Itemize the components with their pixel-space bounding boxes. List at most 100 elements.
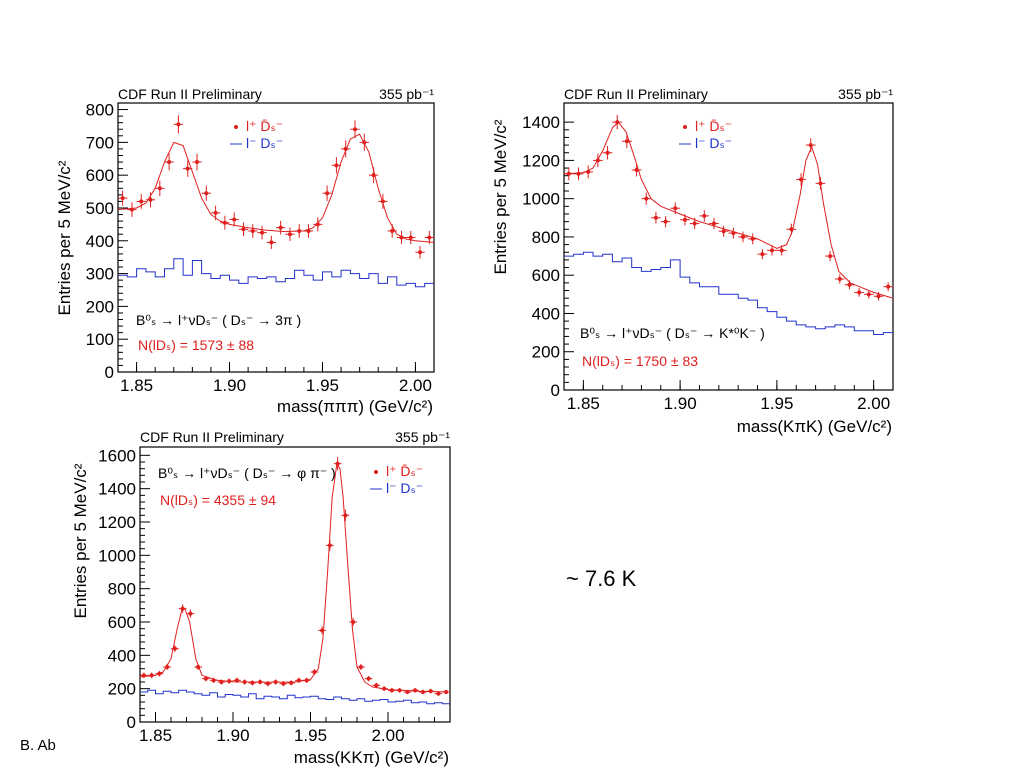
x-axis-label: mass(KKπ) (GeV/c²) (294, 748, 449, 767)
x-tick-label: 1.90 (664, 394, 697, 413)
point-marker (711, 221, 716, 226)
point-marker (847, 282, 852, 287)
point-marker (866, 292, 871, 297)
point-marker (702, 213, 707, 218)
point-marker (185, 166, 190, 171)
y-axis-label: Entries per 5 MeV/c² (491, 119, 510, 274)
legend-entry-background: l⁻ Dₛ⁻ (246, 135, 283, 151)
data-point (378, 193, 388, 209)
point-marker (157, 186, 162, 191)
point-marker (857, 290, 862, 295)
y-tick-label: 1200 (522, 151, 560, 170)
y-tick-label: 1200 (98, 513, 136, 532)
data-point (229, 212, 239, 227)
data-point (171, 645, 179, 653)
data-point (349, 617, 357, 627)
y-tick-label: 0 (127, 713, 136, 732)
y-tick-label: 400 (86, 232, 114, 251)
y-tick-label: 1400 (522, 113, 560, 132)
data-point (863, 290, 874, 299)
point-marker (808, 143, 813, 148)
data-point (303, 224, 314, 238)
signal-yield-label: N(lDₛ) = 4355 ± 94 (160, 492, 276, 508)
x-tick-label: 1.85 (139, 726, 172, 745)
data-point (406, 230, 416, 245)
point-marker (420, 690, 425, 694)
point-marker (615, 120, 620, 125)
point-marker (682, 217, 687, 222)
y-tick-label: 400 (108, 646, 136, 665)
decay-channel-label: B⁰ₛ → l⁺νDₛ⁻ ( Dₛ⁻ → φ π⁻ ) (158, 465, 336, 481)
point-marker (413, 688, 418, 693)
y-axis-label: Entries per 5 MeV/c² (71, 463, 90, 618)
point-marker (203, 676, 208, 681)
point-marker (605, 150, 610, 155)
header-right: 355 pb⁻¹ (379, 86, 434, 102)
background-histogram (118, 258, 434, 288)
fit-curve (117, 133, 435, 243)
y-tick-label: 200 (108, 680, 136, 699)
chart-panel-1: CDF Run II Preliminary 355 pb⁻¹ Entries pe… (55, 86, 435, 416)
x-tick-label: 1.85 (567, 394, 600, 413)
point-marker (241, 227, 246, 232)
data-point (318, 626, 326, 635)
y-tick-label: 700 (86, 133, 114, 152)
data-point (287, 680, 295, 686)
data-point (651, 212, 661, 224)
total-yield-summary: ~ 7.6 K (566, 566, 637, 591)
point-marker (389, 688, 394, 693)
data-point (709, 217, 719, 230)
chart-panel-2: CDF Run II Preliminary 355 pb⁻¹ Entries pe… (491, 86, 894, 436)
point-marker (770, 248, 775, 253)
point-marker (663, 219, 668, 224)
data-point (834, 274, 845, 284)
data-point (341, 509, 350, 522)
x-tick-label: 2.00 (399, 376, 432, 395)
data-point (118, 190, 128, 206)
background-histogram (564, 251, 893, 335)
point-marker (779, 248, 784, 253)
x-tick-label: 1.95 (760, 394, 793, 413)
x-tick-label: 2.00 (371, 726, 404, 745)
data-point (173, 115, 184, 134)
point-marker (876, 294, 881, 299)
legend-marker-dot (683, 125, 687, 129)
point-marker (325, 191, 330, 196)
data-point (738, 231, 748, 243)
point-marker (358, 665, 363, 669)
x-tick-label: 1.85 (120, 376, 153, 395)
data-point (757, 249, 768, 260)
x-tick-label: 2.00 (857, 394, 890, 413)
y-tick-label: 800 (532, 228, 560, 247)
data-point (201, 185, 211, 201)
x-tick-label: 1.90 (216, 726, 249, 745)
data-point (718, 225, 729, 237)
y-tick-label: 600 (532, 266, 560, 285)
data-point (825, 251, 835, 262)
point-marker (278, 225, 283, 230)
legend-entry-background: l⁻ Dₛ⁻ (386, 480, 423, 496)
point-marker (250, 228, 255, 233)
legend-entry-signal: l⁺ D̄ₛ⁻ (695, 118, 732, 134)
data-point (164, 153, 174, 171)
legend-marker-dot (234, 125, 238, 129)
data-point (622, 134, 632, 149)
point-marker (741, 234, 746, 239)
x-axis-label: mass(πππ) (GeV/c²) (277, 397, 433, 416)
data-point (266, 235, 276, 249)
point-marker (418, 250, 423, 255)
point-marker (644, 196, 649, 201)
data-point (155, 180, 165, 197)
point-marker (250, 680, 255, 685)
point-marker (390, 228, 395, 233)
point-marker (232, 217, 237, 222)
y-tick-label: 1000 (98, 546, 136, 565)
data-point (396, 230, 407, 245)
data-point (279, 681, 288, 687)
point-marker (760, 252, 765, 257)
data-point (186, 609, 195, 618)
y-tick-label: 0 (105, 363, 114, 382)
x-tick-label: 1.95 (294, 726, 327, 745)
point-marker (188, 611, 193, 616)
